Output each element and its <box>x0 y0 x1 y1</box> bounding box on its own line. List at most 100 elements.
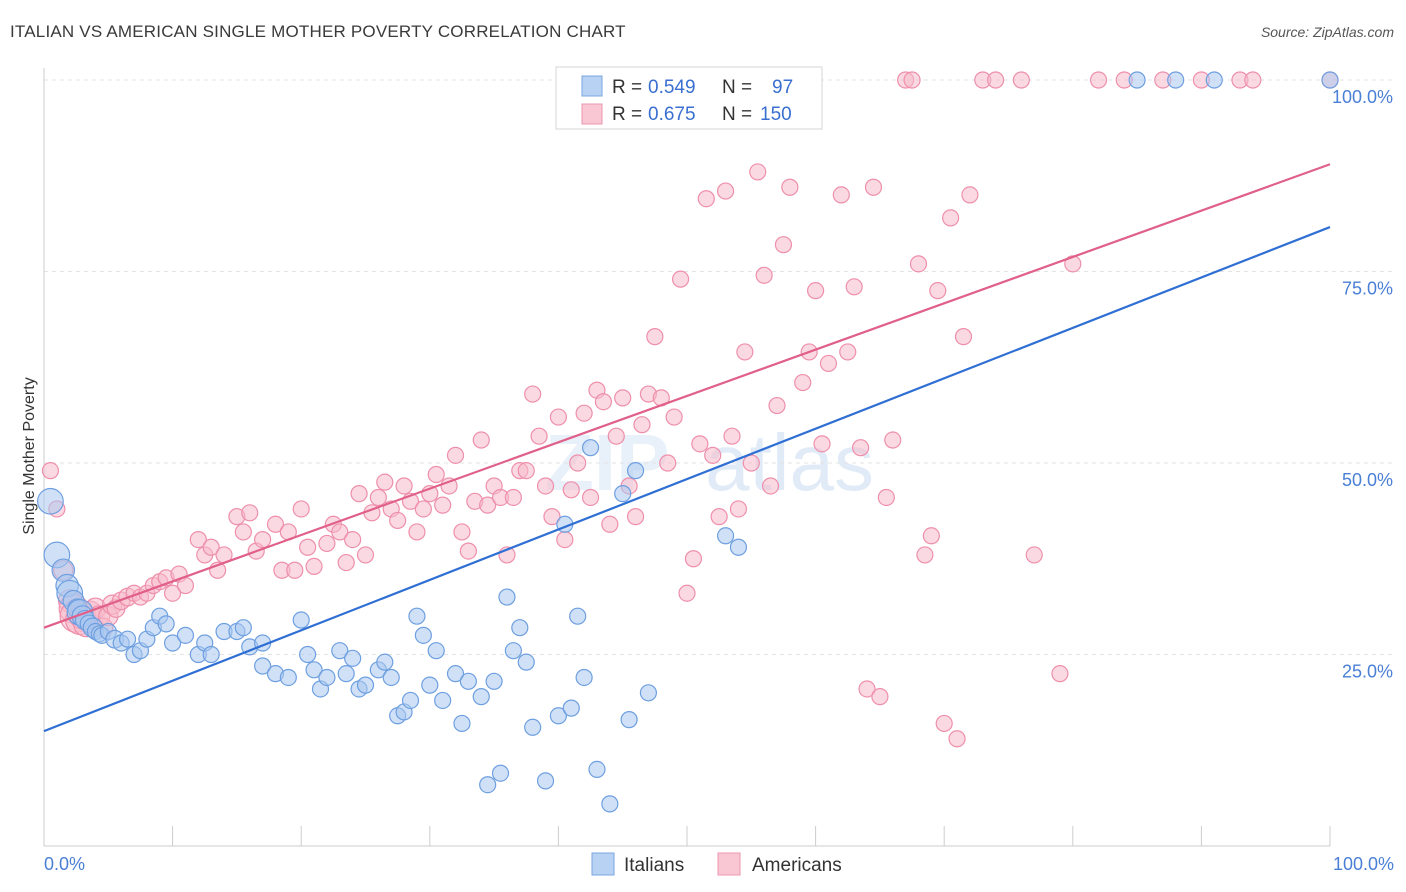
y-tick-label-25: 25.0% <box>1342 662 1393 682</box>
italians-point-78 <box>588 760 606 779</box>
americans-point-50 <box>356 546 375 564</box>
americans-point-148 <box>1089 71 1108 89</box>
americans-point-101 <box>684 550 703 568</box>
americans-point-153 <box>1244 71 1262 89</box>
italians-point-85 <box>729 538 748 556</box>
americans-point-116 <box>781 178 799 196</box>
italians-point-45 <box>344 649 362 667</box>
legend-americans-n-label: N = <box>722 104 752 125</box>
legend-americans-r-value: 0.675 <box>648 104 696 125</box>
italians-point-59 <box>446 665 465 683</box>
americans-point-61 <box>427 465 445 484</box>
americans-point-0 <box>41 462 60 480</box>
americans-point-127 <box>864 178 883 196</box>
legend-italians-n-label: N = <box>722 77 752 98</box>
legend-swatch-americans <box>581 103 603 125</box>
italians-point-69 <box>517 653 535 671</box>
americans-point-113 <box>761 477 780 495</box>
americans-point-110 <box>742 454 760 472</box>
americans-point-135 <box>922 527 940 545</box>
americans-point-73 <box>504 488 522 507</box>
y-axis-title: Single Mother Poverty <box>21 377 38 534</box>
legend-americans-n-value: 150 <box>760 104 792 125</box>
americans-point-104 <box>704 446 722 464</box>
americans-point-59 <box>414 500 432 518</box>
italians-point-75 <box>569 607 587 625</box>
italians-point-54 <box>408 607 426 625</box>
americans-point-55 <box>389 511 407 530</box>
italians-point-37 <box>279 668 297 687</box>
americans-point-44 <box>318 534 336 553</box>
y-tick-label-100: 100.0% <box>1332 87 1393 107</box>
italians-point-60 <box>453 714 471 733</box>
italians-point-77 <box>581 439 600 457</box>
italians-point-74 <box>562 699 580 717</box>
x-tick-marks <box>43 826 1331 846</box>
bottom-legend-swatch-americans <box>717 852 741 876</box>
italians-point-67 <box>504 642 522 660</box>
italians-point-66 <box>498 588 516 606</box>
americans-point-112 <box>755 266 773 284</box>
americans-point-137 <box>935 714 953 733</box>
italians-point-62 <box>472 688 490 706</box>
y-tick-label-75: 75.0% <box>1342 279 1393 299</box>
italians-point-57 <box>427 642 445 660</box>
americans-point-100 <box>678 584 696 602</box>
americans-point-115 <box>774 236 793 254</box>
americans-point-82 <box>562 481 580 499</box>
americans-point-122 <box>832 186 850 204</box>
italians-point-90 <box>1167 71 1185 89</box>
americans-point-89 <box>607 427 625 445</box>
legend: R = 0.549 N = 97 R = 0.675 N = 150 <box>555 66 823 130</box>
americans-point-109 <box>736 343 754 361</box>
americans-point-69 <box>479 496 497 514</box>
y-tick-label-50: 50.0% <box>1342 470 1393 490</box>
americans-point-106 <box>716 182 735 200</box>
italians-point-68 <box>511 619 529 637</box>
americans-point-68 <box>472 431 490 449</box>
italians-point-26 <box>176 626 195 644</box>
americans-point-36 <box>254 530 272 549</box>
americans-point-46 <box>331 523 349 541</box>
legend-swatch-italians <box>581 75 603 97</box>
axes <box>43 68 1330 847</box>
italians-point-83 <box>639 684 658 702</box>
italians-point-58 <box>434 691 452 710</box>
italians-point-39 <box>299 645 317 664</box>
americans-point-124 <box>845 278 863 296</box>
americans-trend-line <box>43 163 1331 629</box>
americans-point-134 <box>916 546 934 564</box>
italians-point-42 <box>318 668 336 687</box>
italians-point-25 <box>164 634 182 652</box>
americans-point-52 <box>369 488 387 507</box>
italians-point-81 <box>620 711 638 729</box>
americans-point-63 <box>440 477 458 495</box>
italians-point-0 <box>37 487 64 515</box>
italians-point-55 <box>414 626 432 644</box>
italians-point-92 <box>1321 71 1339 89</box>
americans-point-102 <box>691 435 709 453</box>
italians-point-29 <box>202 645 220 664</box>
y-tick-labels: 25.0% 50.0% 75.0% 100.0% <box>1332 87 1393 682</box>
italians-point-38 <box>292 611 310 629</box>
chart-title: ITALIAN VS AMERICAN SINGLE MOTHER POVERT… <box>10 22 626 41</box>
americans-point-97 <box>659 454 677 472</box>
americans-point-92 <box>626 508 645 526</box>
x-tick-label-min: 0.0% <box>44 854 85 874</box>
italians-point-40 <box>305 661 323 679</box>
italians-point-56 <box>421 676 439 694</box>
bottom-legend-swatch-italians <box>591 852 615 876</box>
americans-point-24 <box>164 584 182 602</box>
italians-point-18 <box>118 630 137 648</box>
americans-point-81 <box>556 530 574 549</box>
americans-point-85 <box>581 488 600 507</box>
legend-italians-n-value: 97 <box>772 77 793 98</box>
italians-point-84 <box>716 527 735 545</box>
americans-point-84 <box>575 404 593 422</box>
americans-point-26 <box>176 576 195 595</box>
americans-point-132 <box>903 71 921 89</box>
americans-point-66 <box>459 542 477 560</box>
americans-point-80 <box>549 408 568 426</box>
italians-point-50 <box>382 668 400 687</box>
